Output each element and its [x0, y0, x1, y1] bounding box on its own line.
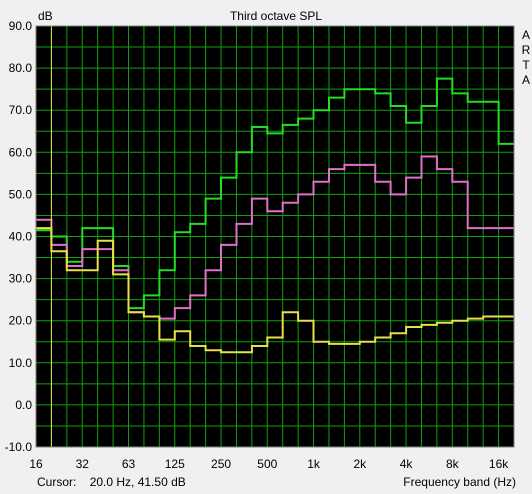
x-tick-label: 8k: [446, 457, 460, 471]
x-tick-label: 16: [29, 457, 43, 471]
x-axis-label: Frequency band (Hz): [403, 475, 516, 489]
grid: [36, 25, 514, 448]
y-tick-label: 30.0: [9, 272, 33, 286]
series-line-1: [36, 77, 514, 310]
series-line-3: [36, 227, 514, 354]
brand-letter: R: [521, 43, 531, 57]
x-tick-label: 2k: [353, 457, 367, 471]
y-tick-label: 90.0: [9, 19, 33, 33]
y-tick-label: 10.0: [9, 356, 33, 370]
x-tick-labels: 16 32 63 125 250 500 1k 2k 4k 8k 16k: [29, 457, 509, 471]
cursor-value: 20.0 Hz, 41.50 dB: [89, 475, 186, 489]
plot-frame: [35, 25, 515, 448]
chart-title: Third octave SPL: [230, 9, 322, 23]
y-tick-label: 60.0: [9, 145, 33, 159]
brand-letter: T: [522, 58, 530, 72]
x-tick-label: 63: [122, 457, 136, 471]
y-tick-label: 40.0: [9, 230, 33, 244]
cursor-label: Cursor:: [37, 475, 77, 489]
x-tick-label: 4k: [400, 457, 414, 471]
x-tick-label: 16k: [489, 457, 509, 471]
y-tick-label: 70.0: [9, 103, 33, 117]
y-tick-label: 50.0: [9, 187, 33, 201]
y-tick-label: 20.0: [9, 314, 33, 328]
x-tick-label: 500: [257, 457, 277, 471]
x-tick-label: 250: [211, 457, 231, 471]
y-tick-label: -10.0: [5, 440, 33, 454]
x-tick-label: 125: [165, 457, 185, 471]
y-tick-label: 80.0: [9, 61, 33, 75]
brand-letter: A: [521, 28, 530, 42]
arta-logo: A R T A: [520, 28, 532, 88]
brand-letter: A: [521, 73, 530, 87]
y-tick-labels: 90.0 80.0 70.0 60.0 50.0 40.0 30.0 20.0 10.0 0.0 -…: [5, 19, 33, 454]
cursor-readout: Cursor: 20.0 Hz, 41.50 dB: [37, 475, 186, 489]
x-tick-label: 32: [76, 457, 90, 471]
y-tick-label: 0.0: [15, 398, 32, 412]
series-line-2: [36, 155, 514, 320]
y-axis-label: dB: [38, 9, 53, 23]
traces: [36, 77, 514, 354]
x-tick-label: 1k: [307, 457, 321, 471]
